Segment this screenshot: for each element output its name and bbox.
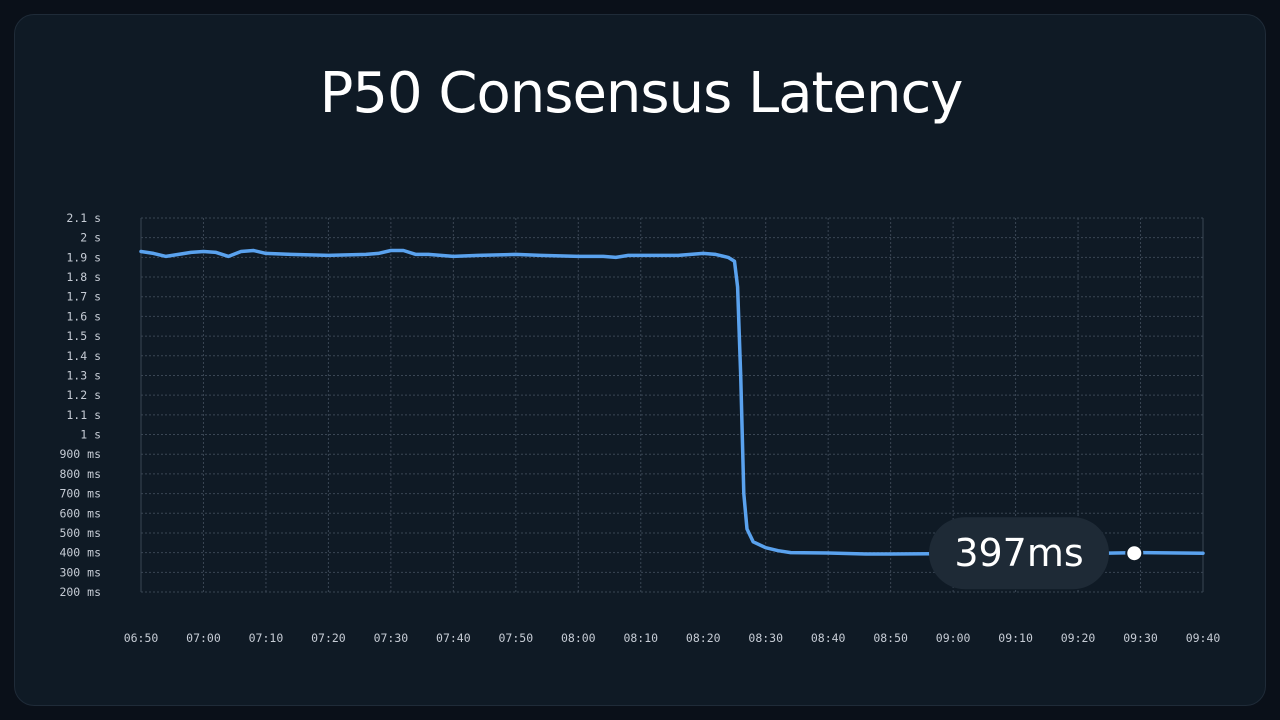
x-tick-label: 07:50 — [499, 631, 534, 645]
x-tick-label: 08:50 — [873, 631, 908, 645]
y-tick-label: 800 ms — [59, 467, 101, 481]
y-tick-label: 700 ms — [59, 487, 101, 501]
x-tick-label: 09:00 — [936, 631, 971, 645]
x-tick-label: 09:10 — [998, 631, 1033, 645]
x-tick-label: 09:40 — [1186, 631, 1221, 645]
y-tick-label: 2.1 s — [66, 211, 101, 225]
y-tick-label: 1 s — [80, 428, 101, 442]
y-tick-label: 500 ms — [59, 526, 101, 540]
x-axis: 06:50 07:00 07:10 07:20 07:30 07:40 07:50 08:00… — [124, 631, 1221, 645]
y-tick-label: 400 ms — [59, 546, 101, 560]
callout-marker-dot — [1125, 544, 1144, 563]
x-tick-label: 08:40 — [811, 631, 846, 645]
latency-series-line — [139, 248, 1205, 556]
x-tick-label: 08:00 — [561, 631, 596, 645]
grid — [140, 217, 1204, 593]
x-tick-label: 08:20 — [686, 631, 721, 645]
callout-label: 397ms — [954, 531, 1083, 575]
x-tick-label: 06:50 — [124, 631, 159, 645]
value-callout: 397ms — [929, 517, 1144, 590]
x-tick-label: 08:30 — [748, 631, 783, 645]
y-tick-label: 1.7 s — [66, 290, 101, 304]
y-tick-label: 1.5 s — [66, 329, 101, 343]
y-tick-label: 1.6 s — [66, 309, 101, 323]
chart-panel: P50 Consensus Latency 2.1 s 2 s 1.9 s 1.8 s… — [14, 14, 1266, 706]
latency-chart: 2.1 s 2 s 1.9 s 1.8 s 1.7 s 1.6 s 1.5 s 1.4 s 1.… — [59, 211, 1221, 645]
y-tick-label: 1.8 s — [66, 270, 101, 284]
y-tick-label: 600 ms — [59, 506, 101, 520]
y-tick-label: 200 ms — [59, 585, 101, 599]
y-tick-label: 1.2 s — [66, 388, 101, 402]
y-tick-label: 1.1 s — [66, 408, 101, 422]
callout-pill — [929, 517, 1109, 590]
x-tick-label: 09:20 — [1061, 631, 1096, 645]
x-tick-label: 07:20 — [311, 631, 346, 645]
plot-border — [140, 217, 1204, 593]
x-tick-label: 09:30 — [1123, 631, 1158, 645]
x-tick-label: 07:30 — [374, 631, 409, 645]
y-tick-label: 1.4 s — [66, 349, 101, 363]
y-tick-label: 1.3 s — [66, 368, 101, 382]
x-tick-label: 07:00 — [186, 631, 221, 645]
y-tick-label: 900 ms — [59, 447, 101, 461]
x-tick-label: 07:40 — [436, 631, 471, 645]
y-tick-label: 1.9 s — [66, 250, 101, 264]
y-tick-label: 300 ms — [59, 565, 101, 579]
chart-title: P50 Consensus Latency — [319, 61, 964, 126]
y-tick-label: 2 s — [80, 231, 101, 245]
x-tick-label: 07:10 — [249, 631, 284, 645]
y-axis: 2.1 s 2 s 1.9 s 1.8 s 1.7 s 1.6 s 1.5 s 1.4 s 1.… — [59, 211, 101, 599]
x-tick-label: 08:10 — [623, 631, 658, 645]
